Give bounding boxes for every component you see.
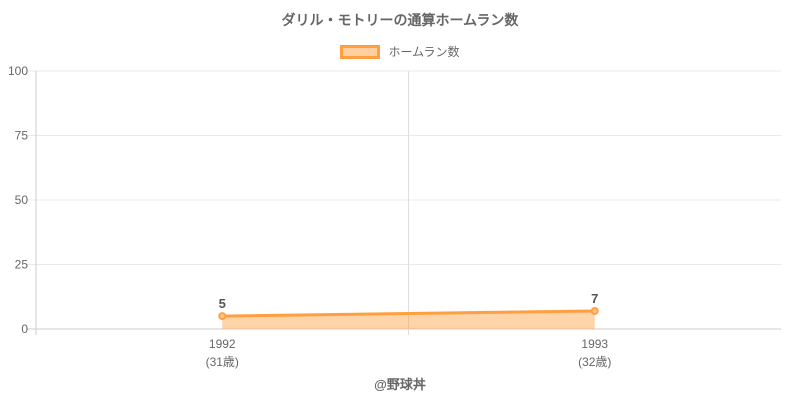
chart-title: ダリル・モトリーの通算ホームラン数 <box>281 12 519 28</box>
x-tick-label-age: (32歳) <box>578 355 611 369</box>
y-tick-label: 75 <box>15 129 29 143</box>
x-tick-label-age: (31歳) <box>206 355 239 369</box>
data-point[interactable] <box>218 312 227 321</box>
series-line <box>220 309 597 318</box>
x-tick-label-year: 1992 <box>209 337 236 351</box>
credit-text: @野球丼 <box>374 377 426 392</box>
data-value-label: 7 <box>591 291 598 306</box>
y-tick-label: 25 <box>15 258 29 272</box>
x-tick-label-year: 1993 <box>581 337 608 351</box>
data-point[interactable] <box>590 306 599 315</box>
legend-label: ホームラン数 <box>388 45 460 59</box>
legend-swatch-icon <box>340 44 381 59</box>
data-value-label: 5 <box>219 296 226 311</box>
chart-legend[interactable]: ホームラン数 <box>0 43 800 60</box>
y-tick-label: 100 <box>8 64 28 78</box>
y-tick-label: 0 <box>21 322 28 336</box>
y-tick-label: 50 <box>15 193 29 207</box>
